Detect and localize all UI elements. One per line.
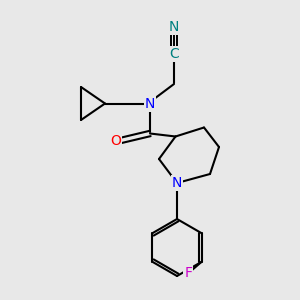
Text: F: F — [184, 266, 192, 280]
Text: N: N — [145, 97, 155, 110]
Text: N: N — [169, 20, 179, 34]
Text: O: O — [110, 134, 121, 148]
Text: N: N — [172, 176, 182, 190]
Text: C: C — [169, 47, 179, 61]
